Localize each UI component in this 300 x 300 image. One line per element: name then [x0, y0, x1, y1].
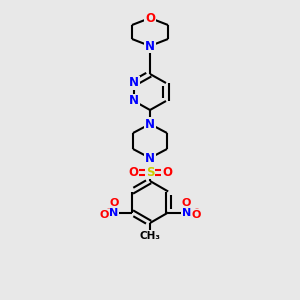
Text: O: O: [191, 209, 201, 220]
Text: O: O: [99, 209, 109, 220]
Text: N: N: [129, 76, 139, 89]
Text: O: O: [162, 166, 172, 178]
Text: O: O: [182, 197, 191, 208]
Text: O: O: [109, 197, 119, 208]
Text: N: N: [145, 152, 155, 164]
Text: ⁻: ⁻: [107, 206, 111, 214]
Text: O: O: [145, 11, 155, 25]
Text: N: N: [145, 118, 155, 130]
Text: ⁻: ⁻: [194, 206, 198, 214]
Text: N: N: [182, 208, 191, 218]
Text: O: O: [128, 166, 138, 178]
Text: N: N: [109, 208, 119, 218]
Text: N: N: [145, 40, 155, 52]
Text: N: N: [129, 94, 139, 107]
Text: S: S: [146, 166, 154, 178]
Text: CH₃: CH₃: [140, 231, 160, 241]
